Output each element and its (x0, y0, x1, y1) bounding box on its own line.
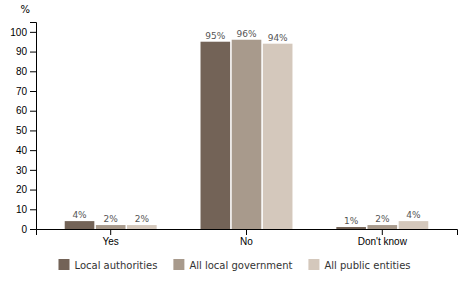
x-tick-mark (110, 229, 111, 235)
y-tick-label: 40 (16, 145, 28, 156)
x-tick-label: Yes (103, 236, 119, 247)
data-label: 95% (205, 31, 225, 41)
y-axis-line (30, 23, 37, 230)
y-tick: 50 (16, 125, 36, 136)
x-tick: Yes (103, 229, 119, 247)
y-tick-label: 30 (16, 165, 28, 176)
y-tick-mark (30, 170, 36, 171)
x-axis: Yes No Don't know (37, 229, 458, 247)
y-tick: 30 (16, 165, 36, 176)
y-tick: 90 (16, 46, 36, 57)
legend-label: All local government (189, 260, 292, 271)
bar (96, 225, 126, 229)
y-tick-label: 50 (16, 125, 28, 136)
y-tick-label: 0 (21, 224, 27, 235)
data-label: 96% (236, 29, 256, 39)
legend: Local authorities All local government All… (58, 259, 410, 271)
y-tick-label: 90 (16, 46, 28, 57)
y-tick-label: 100 (10, 27, 27, 38)
bar (263, 44, 293, 229)
bar (368, 225, 398, 229)
chart-svg: 0 10 20 30 40 50 60 70 80 90 100 Yes No Don't know% 4%… (0, 0, 469, 285)
legend-item: All local government (173, 259, 292, 271)
bar (201, 42, 231, 229)
y-tick-mark (30, 150, 36, 151)
y-tick: 80 (16, 66, 36, 77)
data-label: 94% (268, 33, 288, 43)
y-tick-mark (30, 91, 36, 92)
bars (65, 40, 429, 229)
y-tick-label: 10 (16, 204, 28, 215)
legend-swatch (58, 259, 69, 270)
y-tick-mark (30, 229, 36, 230)
data-label: 4% (72, 210, 87, 220)
data-label: 4% (406, 210, 421, 220)
legend-item: Local authorities (58, 259, 157, 271)
y-tick: 70 (16, 86, 36, 97)
y-tick: 100 (10, 27, 36, 38)
bar (399, 221, 429, 229)
x-tick-label: Don't know (358, 236, 408, 247)
x-tick: Don't know (358, 229, 408, 247)
x-axis-line (37, 230, 458, 236)
legend-item: All public entities (308, 259, 410, 271)
y-tick-mark (30, 52, 36, 53)
y-tick: 40 (16, 145, 36, 156)
bar (336, 227, 366, 229)
y-tick-mark (30, 32, 36, 33)
x-tick-mark (382, 229, 383, 235)
data-label: 2% (375, 214, 390, 224)
data-label: 1% (344, 216, 359, 226)
y-tick: 20 (16, 184, 36, 195)
y-tick-mark (30, 111, 36, 112)
y-axis: 0 10 20 30 40 50 60 70 80 90 100 (10, 23, 36, 235)
y-tick-mark (30, 130, 36, 131)
legend-swatch (308, 259, 319, 270)
bar (232, 40, 262, 229)
y-tick-label: 20 (16, 184, 28, 195)
legend-label: Local authorities (74, 260, 157, 271)
data-labels: 4% 95% 1% 2% 96% 2% 2% 94% 4% (72, 29, 421, 226)
y-tick-label: 60 (16, 105, 28, 116)
x-tick-mark (246, 229, 247, 235)
data-label: 2% (104, 214, 119, 224)
legend-swatch (173, 259, 184, 270)
x-tick: No (240, 229, 253, 247)
y-axis-label: % (20, 4, 30, 15)
y-tick-label: 70 (16, 86, 28, 97)
legend-label: All public entities (324, 260, 410, 271)
y-tick-mark (30, 71, 36, 72)
x-tick-label: No (240, 236, 253, 247)
bar (65, 221, 95, 229)
y-tick: 10 (16, 204, 36, 215)
y-tick: 0 (21, 224, 36, 235)
y-tick-mark (30, 190, 36, 191)
y-tick: 60 (16, 105, 36, 116)
y-tick-label: 80 (16, 66, 28, 77)
y-tick-mark (30, 209, 36, 210)
bar (127, 225, 157, 229)
plot: 0 10 20 30 40 50 60 70 80 90 100 Yes No Don't know% 4%… (10, 4, 457, 247)
data-label: 2% (135, 214, 150, 224)
